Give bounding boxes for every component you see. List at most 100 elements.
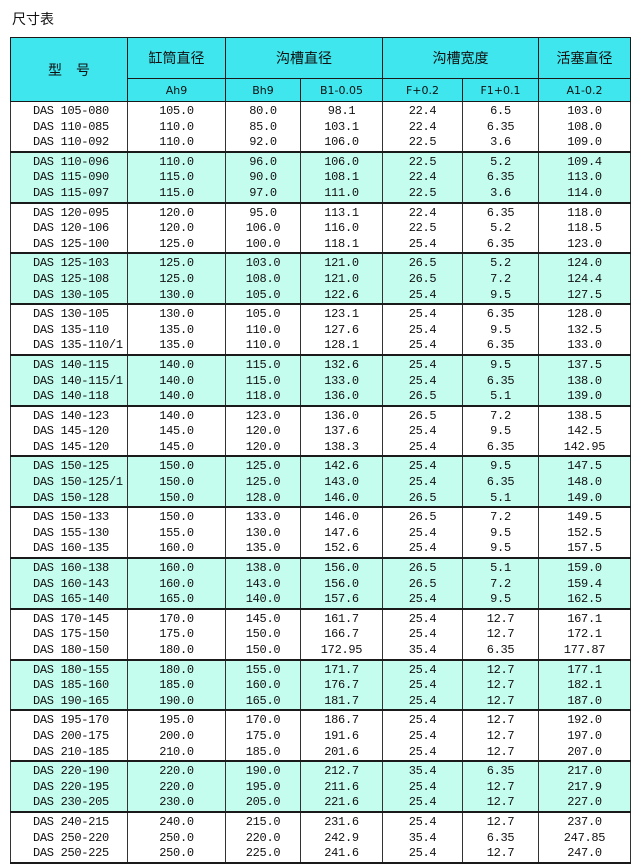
cell-piston-a1: 138.5 bbox=[538, 405, 631, 425]
cell-model: DAS 150-125/1 bbox=[10, 475, 128, 491]
cell-width-f1: 9.5 bbox=[462, 322, 539, 339]
table-row: DAS 125-100 125.0 100.0 118.1 25.4 6.35 123.0 bbox=[10, 236, 631, 255]
cell-groove-bh9: 110.0 bbox=[225, 322, 301, 339]
cell-width-f: 25.4 bbox=[382, 322, 463, 339]
cell-groove-bh9: 100.0 bbox=[225, 236, 301, 255]
cell-width-f1: 6.35 bbox=[462, 475, 539, 491]
cell-groove-b1: 147.6 bbox=[300, 525, 383, 542]
cell-groove-b1: 127.6 bbox=[300, 322, 383, 339]
cell-model: DAS 140-118 bbox=[10, 389, 128, 407]
row-group: DAS 150-133 150.0 133.0 146.0 26.5 7.2 149.5 DA… bbox=[10, 507, 631, 560]
table-row: DAS 120-095 120.0 95.0 113.1 22.4 6.35 118.0 bbox=[10, 202, 631, 222]
cell-groove-bh9: 80.0 bbox=[225, 101, 301, 120]
cell-cylinder-ah9: 105.0 bbox=[127, 101, 226, 120]
cell-model: DAS 150-128 bbox=[10, 490, 128, 509]
cell-groove-b1: 242.9 bbox=[300, 830, 383, 847]
table-row: DAS 115-097 115.0 97.0 111.0 22.5 3.6 114.0 bbox=[10, 185, 631, 204]
row-group: DAS 180-155 180.0 155.0 171.7 25.4 12.7 177.1 D… bbox=[10, 659, 631, 712]
table-row: DAS 110-096 110.0 96.0 106.0 22.5 5.2 109.4 bbox=[10, 151, 631, 171]
cell-cylinder-ah9: 180.0 bbox=[127, 643, 226, 661]
cell-groove-b1: 111.0 bbox=[300, 185, 383, 204]
table-row: DAS 250-225 250.0 225.0 241.6 25.4 12.7 247.0 bbox=[10, 846, 631, 864]
cell-width-f: 25.4 bbox=[382, 475, 463, 491]
cell-cylinder-ah9: 195.0 bbox=[127, 710, 226, 729]
cell-width-f: 22.5 bbox=[382, 185, 463, 204]
cell-cylinder-ah9: 115.0 bbox=[127, 170, 226, 186]
cell-model: DAS 210-185 bbox=[10, 744, 128, 763]
cell-piston-a1: 108.0 bbox=[538, 119, 631, 136]
cell-cylinder-ah9: 160.0 bbox=[127, 558, 226, 577]
cell-piston-a1: 103.0 bbox=[538, 101, 631, 120]
cell-model: DAS 135-110/1 bbox=[10, 338, 128, 356]
cell-groove-bh9: 143.0 bbox=[225, 576, 301, 593]
cell-cylinder-ah9: 135.0 bbox=[127, 322, 226, 339]
cell-width-f1: 5.2 bbox=[462, 151, 539, 171]
cell-cylinder-ah9: 120.0 bbox=[127, 221, 226, 237]
cell-cylinder-ah9: 110.0 bbox=[127, 151, 226, 171]
cell-piston-a1: 113.0 bbox=[538, 170, 631, 186]
cell-cylinder-ah9: 160.0 bbox=[127, 576, 226, 593]
table-row: DAS 230-205 230.0 205.0 221.6 25.4 12.7 227.0 bbox=[10, 795, 631, 813]
cell-model: DAS 240-215 bbox=[10, 811, 128, 831]
cell-groove-bh9: 140.0 bbox=[225, 592, 301, 610]
cell-width-f: 25.4 bbox=[382, 541, 463, 560]
table-row: DAS 150-133 150.0 133.0 146.0 26.5 7.2 149.5 bbox=[10, 507, 631, 526]
cell-width-f: 25.4 bbox=[382, 338, 463, 356]
cell-width-f1: 6.35 bbox=[462, 202, 539, 222]
cell-groove-bh9: 110.0 bbox=[225, 338, 301, 356]
cell-groove-b1: 132.6 bbox=[300, 354, 383, 374]
cell-model: DAS 180-155 bbox=[10, 659, 128, 679]
table-row: DAS 195-170 195.0 170.0 186.7 25.4 12.7 192.0 bbox=[10, 710, 631, 729]
cell-width-f: 25.4 bbox=[382, 693, 463, 712]
table-row: DAS 130-105 130.0 105.0 123.1 25.4 6.35 128.0 bbox=[10, 304, 631, 323]
cell-cylinder-ah9: 130.0 bbox=[127, 287, 226, 306]
cell-piston-a1: 133.0 bbox=[538, 338, 631, 356]
cell-piston-a1: 109.0 bbox=[538, 135, 631, 153]
cell-width-f: 25.4 bbox=[382, 627, 463, 643]
cell-cylinder-ah9: 160.0 bbox=[127, 541, 226, 560]
table-row: DAS 175-150 175.0 150.0 166.7 25.4 12.7 172.1 bbox=[10, 627, 631, 643]
cell-groove-bh9: 115.0 bbox=[225, 373, 301, 390]
table-row: DAS 160-135 160.0 135.0 152.6 25.4 9.5 157.5 bbox=[10, 541, 631, 560]
cell-groove-bh9: 130.0 bbox=[225, 525, 301, 542]
cell-groove-bh9: 105.0 bbox=[225, 287, 301, 306]
cell-groove-bh9: 150.0 bbox=[225, 643, 301, 661]
cell-groove-b1: 191.6 bbox=[300, 728, 383, 745]
cell-groove-bh9: 96.0 bbox=[225, 151, 301, 171]
cell-cylinder-ah9: 240.0 bbox=[127, 811, 226, 831]
cell-width-f: 35.4 bbox=[382, 643, 463, 661]
cell-model: DAS 130-105 bbox=[10, 304, 128, 323]
row-group: DAS 125-103 125.0 103.0 121.0 26.5 5.2 124.0 DA… bbox=[10, 253, 631, 306]
cell-width-f: 25.4 bbox=[382, 304, 463, 323]
table-row: DAS 110-092 110.0 92.0 106.0 22.5 3.6 109.0 bbox=[10, 135, 631, 153]
cell-model: DAS 200-175 bbox=[10, 728, 128, 745]
cell-groove-bh9: 133.0 bbox=[225, 507, 301, 526]
cell-cylinder-ah9: 180.0 bbox=[127, 659, 226, 679]
cell-groove-bh9: 118.0 bbox=[225, 389, 301, 407]
row-group: DAS 140-115 140.0 115.0 132.6 25.4 9.5 137.5 DA… bbox=[10, 354, 631, 407]
cell-width-f1: 6.35 bbox=[462, 170, 539, 186]
cell-model: DAS 110-092 bbox=[10, 135, 128, 153]
cell-model: DAS 125-103 bbox=[10, 253, 128, 272]
cell-width-f1: 12.7 bbox=[462, 779, 539, 796]
table-row: DAS 110-085 110.0 85.0 103.1 22.4 6.35 108.0 bbox=[10, 119, 631, 136]
cell-width-f: 22.4 bbox=[382, 170, 463, 186]
cell-piston-a1: 118.0 bbox=[538, 202, 631, 222]
cell-model: DAS 195-170 bbox=[10, 710, 128, 729]
cell-model: DAS 105-080 bbox=[10, 101, 128, 120]
cell-width-f1: 9.5 bbox=[462, 354, 539, 374]
cell-cylinder-ah9: 125.0 bbox=[127, 271, 226, 288]
cell-piston-a1: 159.4 bbox=[538, 576, 631, 593]
table-row: DAS 240-215 240.0 215.0 231.6 25.4 12.7 237.0 bbox=[10, 811, 631, 831]
cell-model: DAS 185-160 bbox=[10, 678, 128, 694]
table-row: DAS 135-110/1 135.0 110.0 128.1 25.4 6.35 133.… bbox=[10, 338, 631, 356]
cell-model: DAS 110-085 bbox=[10, 119, 128, 136]
cell-width-f: 25.4 bbox=[382, 236, 463, 255]
table-row: DAS 145-120 145.0 120.0 138.3 25.4 6.35 142.95 bbox=[10, 439, 631, 458]
cell-cylinder-ah9: 150.0 bbox=[127, 475, 226, 491]
cell-groove-bh9: 120.0 bbox=[225, 439, 301, 458]
cell-width-f: 25.4 bbox=[382, 846, 463, 864]
dimension-table: 型 号 缸筒直径 沟槽直径 沟槽宽度 活塞直径 Ah9 Bh9 B1-0.05 … bbox=[10, 37, 631, 864]
cell-groove-bh9: 205.0 bbox=[225, 795, 301, 813]
cell-groove-b1: 172.95 bbox=[300, 643, 383, 661]
